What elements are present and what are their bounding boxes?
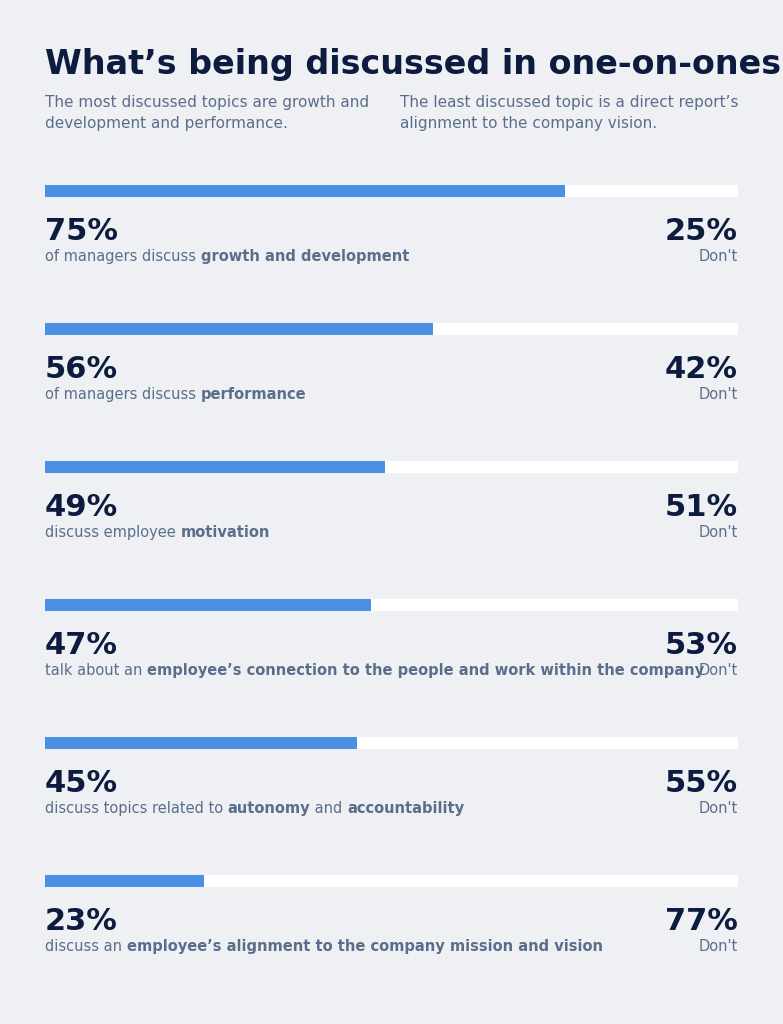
Text: The most discussed topics are growth and
development and performance.: The most discussed topics are growth and… xyxy=(45,95,369,131)
Text: employee’s alignment to the company mission and vision: employee’s alignment to the company miss… xyxy=(127,939,603,954)
Text: employee’s connection to the people and work within the company: employee’s connection to the people and … xyxy=(147,663,704,678)
Text: 75%: 75% xyxy=(45,217,118,246)
Bar xyxy=(45,737,357,749)
Text: Don't: Don't xyxy=(698,939,738,954)
Text: 77%: 77% xyxy=(665,907,738,936)
Text: talk about an: talk about an xyxy=(45,663,147,678)
Bar xyxy=(45,461,384,473)
Bar xyxy=(45,599,370,611)
Text: Don't: Don't xyxy=(698,387,738,402)
Text: and: and xyxy=(310,801,347,816)
Text: Don't: Don't xyxy=(698,525,738,540)
Text: Don't: Don't xyxy=(698,663,738,678)
Text: discuss employee: discuss employee xyxy=(45,525,180,540)
Text: accountability: accountability xyxy=(347,801,464,816)
Bar xyxy=(45,874,204,887)
Bar xyxy=(45,461,738,473)
Bar xyxy=(45,599,738,611)
Text: performance: performance xyxy=(200,387,306,402)
Text: Don't: Don't xyxy=(698,249,738,264)
Bar xyxy=(45,874,738,887)
Text: autonomy: autonomy xyxy=(228,801,310,816)
Bar xyxy=(45,323,738,335)
Text: 42%: 42% xyxy=(665,355,738,384)
Bar xyxy=(45,185,565,197)
Text: 51%: 51% xyxy=(665,493,738,522)
Text: 53%: 53% xyxy=(665,631,738,660)
Text: growth and development: growth and development xyxy=(200,249,409,264)
Text: discuss topics related to: discuss topics related to xyxy=(45,801,228,816)
Text: motivation: motivation xyxy=(180,525,270,540)
Text: Don't: Don't xyxy=(698,801,738,816)
Text: 49%: 49% xyxy=(45,493,118,522)
Text: 47%: 47% xyxy=(45,631,118,660)
Text: of managers discuss: of managers discuss xyxy=(45,249,200,264)
Text: What’s being discussed in one-on-ones?: What’s being discussed in one-on-ones? xyxy=(45,48,783,81)
Bar xyxy=(45,737,738,749)
Text: 56%: 56% xyxy=(45,355,118,384)
Bar xyxy=(45,185,738,197)
Text: 45%: 45% xyxy=(45,769,118,798)
Text: 23%: 23% xyxy=(45,907,118,936)
Text: 25%: 25% xyxy=(665,217,738,246)
Text: discuss an: discuss an xyxy=(45,939,127,954)
Text: of managers discuss: of managers discuss xyxy=(45,387,200,402)
Text: The least discussed topic is a direct report’s
alignment to the company vision.: The least discussed topic is a direct re… xyxy=(400,95,738,131)
Text: 55%: 55% xyxy=(665,769,738,798)
Bar xyxy=(45,323,433,335)
